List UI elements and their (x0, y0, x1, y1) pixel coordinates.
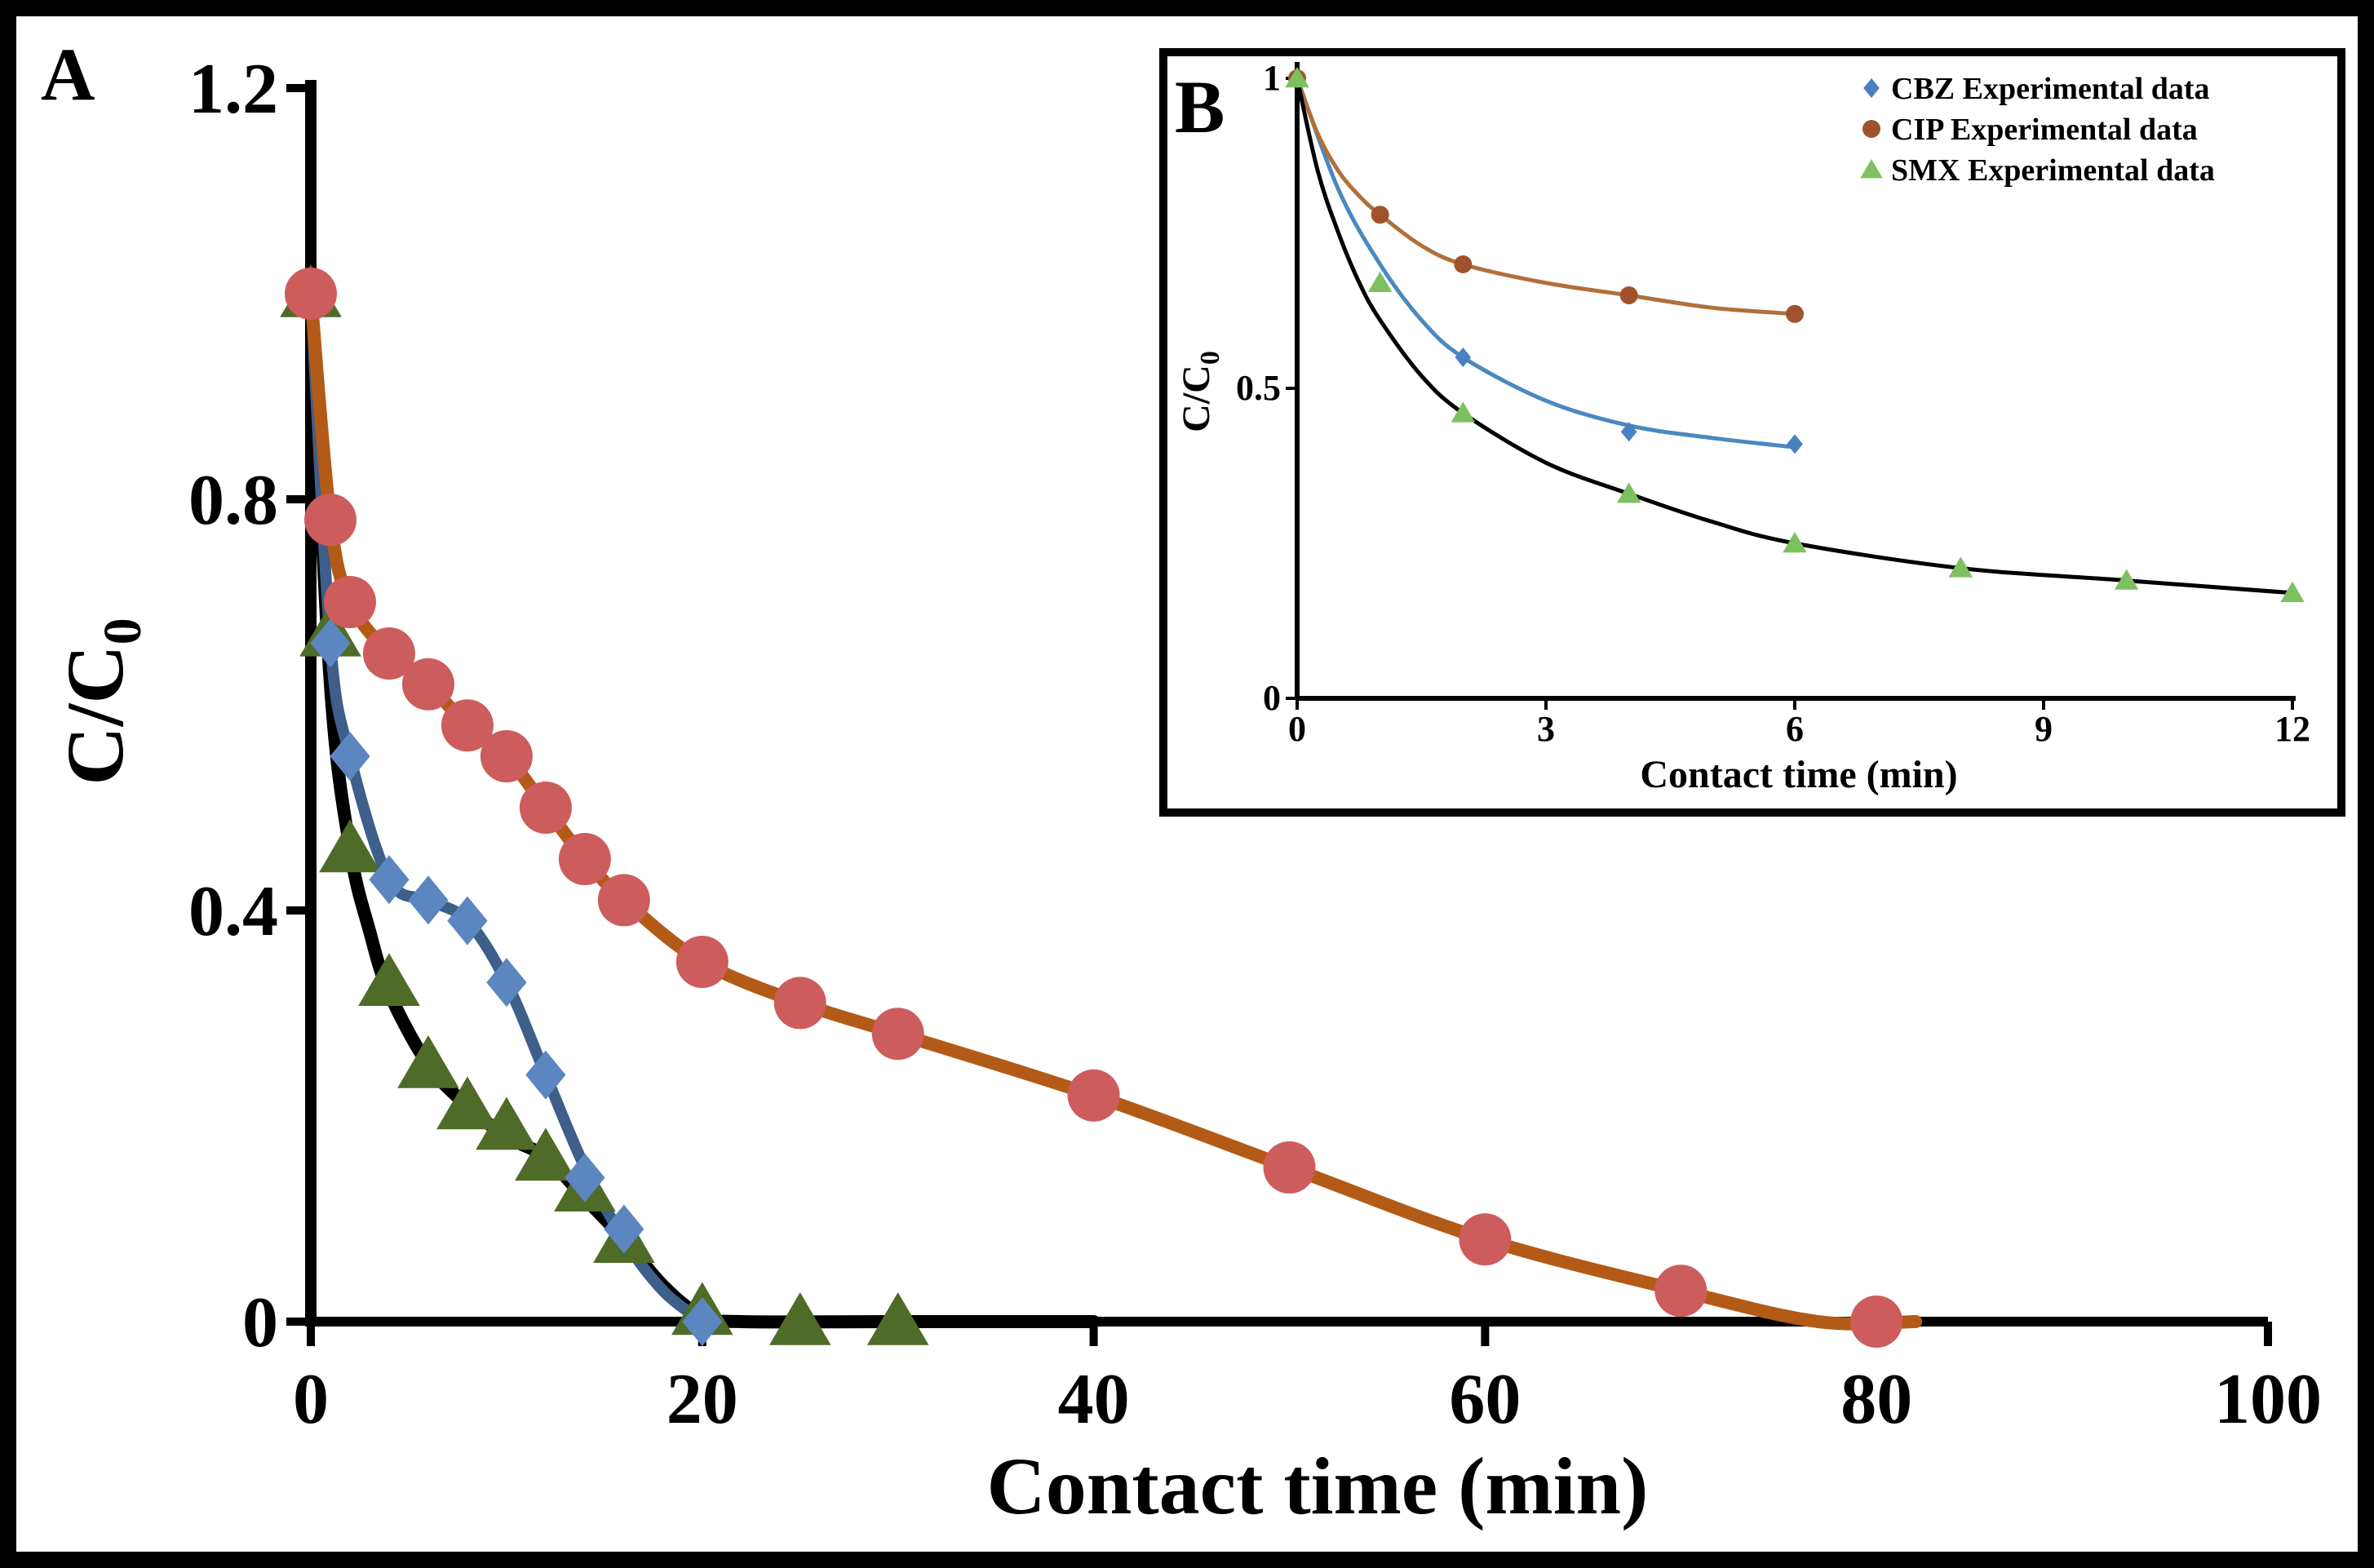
panel-a-smx-point (397, 1035, 459, 1088)
panel-a-smx-point (476, 1096, 538, 1150)
panel-b-smx-point (1948, 556, 1973, 578)
panel-b-y-label-subscript: 0 (1195, 351, 1225, 365)
panel-b-x-tick-label: 6 (1786, 709, 1804, 749)
panel-b-smx-fit-line (1295, 76, 2295, 596)
panel-b-y-tick-label: 0.5 (1236, 368, 1281, 408)
panel-a-x-label: Contact time (min) (987, 1441, 1649, 1531)
panel-b-x-tick-label: 12 (2274, 709, 2310, 749)
panel-a-y-label: C/C0 (50, 618, 153, 785)
panel-a-cip-point (323, 576, 376, 628)
panel-a-cbz-point (310, 618, 351, 668)
panel-a-markers (280, 264, 1903, 1348)
panel-b-cip-point (1454, 255, 1473, 273)
panel-b-smx-point (2114, 569, 2139, 590)
panel-b-tick-labels: 0 3 6 9 12 0 0.5 1 (1236, 58, 2310, 749)
panel-a-cip-point (480, 730, 533, 782)
panel-b-cbz-point (1455, 348, 1472, 367)
panel-b-cip-point (1619, 286, 1638, 304)
legend-smx-marker (1860, 159, 1883, 179)
panel-a-cip-point (1263, 1141, 1316, 1194)
panel-a-cip-point (1850, 1296, 1903, 1348)
legend-cip-label: CIP Experimental data (1891, 113, 2198, 147)
legend-cbz-label: CBZ Experimental data (1891, 72, 2210, 106)
panel-b-y-tick-label: 1 (1263, 58, 1281, 98)
legend-cbz-marker (1863, 78, 1880, 98)
panel-a-x-tick-label: 60 (1449, 1360, 1521, 1439)
panel-a-x-tick-label: 40 (1058, 1360, 1130, 1439)
panel-a-x-tick-label: 100 (2214, 1360, 2322, 1439)
panel-a-y-tick-label: 0.8 (188, 461, 278, 540)
panel-b-smx-point (2280, 581, 2305, 602)
panel-b-markers (1285, 67, 2305, 602)
panel-a-x-tick-label: 80 (1840, 1360, 1912, 1439)
panel-b-legend: CBZ Experimental data CIP Experimental da… (1860, 72, 2215, 188)
panel-a-cip-point (597, 874, 650, 927)
panel-a-y-tick-label: 1.2 (188, 50, 278, 129)
panel-b-cbz-point (1620, 422, 1637, 442)
panel-a-cip-point (303, 494, 357, 547)
panel-a-cip-point (1654, 1265, 1707, 1318)
panel-b-inset: B 0 3 6 9 12 0 0.5 1 Contact time (min) C/C0 CB… (1159, 48, 2345, 817)
panel-a-y-tick-label: 0.4 (188, 872, 278, 951)
panel-b-cip-point (1786, 304, 1804, 323)
panel-b-axes (1286, 62, 2296, 710)
panel-b-x-tick-label: 3 (1537, 709, 1555, 749)
panel-a-smx-point (515, 1127, 577, 1181)
panel-a-cip-point (1067, 1069, 1120, 1122)
panel-a-cip-point (871, 1008, 924, 1061)
panel-a-cbz-point (330, 732, 370, 781)
panel-a-smx-point (436, 1076, 498, 1130)
panel-a-cip-point (558, 833, 611, 885)
panel-a-cip-point (401, 658, 454, 711)
panel-a-cbz-point (486, 958, 527, 1008)
panel-a-cbz-point (565, 1153, 605, 1203)
panel-a-y-label-subscript: 0 (93, 618, 153, 644)
panel-a-smx-point (866, 1292, 929, 1345)
panel-a-x-tick-label: 20 (667, 1360, 738, 1439)
panel-b-smx-point (1285, 67, 1309, 88)
panel-b-smx-point (1451, 401, 1476, 423)
panel-a-smx-point (768, 1292, 831, 1345)
panel-b-cbz-point (1787, 434, 1803, 454)
panel-b-cip-point (1371, 206, 1389, 224)
panel-a-cbz-point (604, 1204, 644, 1254)
panel-b-smx-point (1367, 271, 1393, 292)
panel-a-cip-point (362, 627, 415, 680)
panel-b-cip-fit-line (1295, 76, 1797, 317)
panel-a-cbz-point (369, 855, 410, 905)
panel-a-cip-point (519, 782, 572, 834)
panel-a-cip-point (675, 936, 729, 988)
panel-b-x-label: Contact time (min) (1640, 753, 1957, 796)
panel-a-smx-point (358, 953, 420, 1006)
panel-a-x-tick-label: 0 (293, 1360, 329, 1439)
panel-a-cbz-point (408, 875, 449, 925)
panel-b-smx-point (1783, 532, 1807, 553)
panel-b-smx-point (1616, 482, 1641, 503)
legend-smx-label: SMX Experimental data (1891, 153, 2215, 188)
panel-a-cip-point (285, 268, 337, 320)
inset-frame (1159, 48, 2345, 817)
legend-cip-marker (1862, 120, 1880, 138)
panel-b-x-tick-label: 0 (1288, 709, 1306, 749)
panel-b-x-tick-label: 9 (2035, 709, 2053, 749)
panel-a-cbz-point (525, 1050, 566, 1100)
panel-a-letter: A (41, 33, 95, 116)
panel-a-cbz-point (447, 896, 488, 946)
panel-a-smx-point (319, 819, 381, 873)
panel-a-cip-point (1459, 1213, 1512, 1266)
panel-a-cip-point (773, 977, 826, 1030)
panel-a-cbz-point (682, 1297, 723, 1346)
panel-a-y-tick-label: 0 (242, 1283, 278, 1362)
panel-b-y-label: C/C0 (1175, 351, 1225, 432)
panel-a-cip-point (441, 699, 494, 752)
panel-b-letter: B (1175, 65, 1225, 148)
panel-b-y-tick-label: 0 (1263, 678, 1281, 718)
